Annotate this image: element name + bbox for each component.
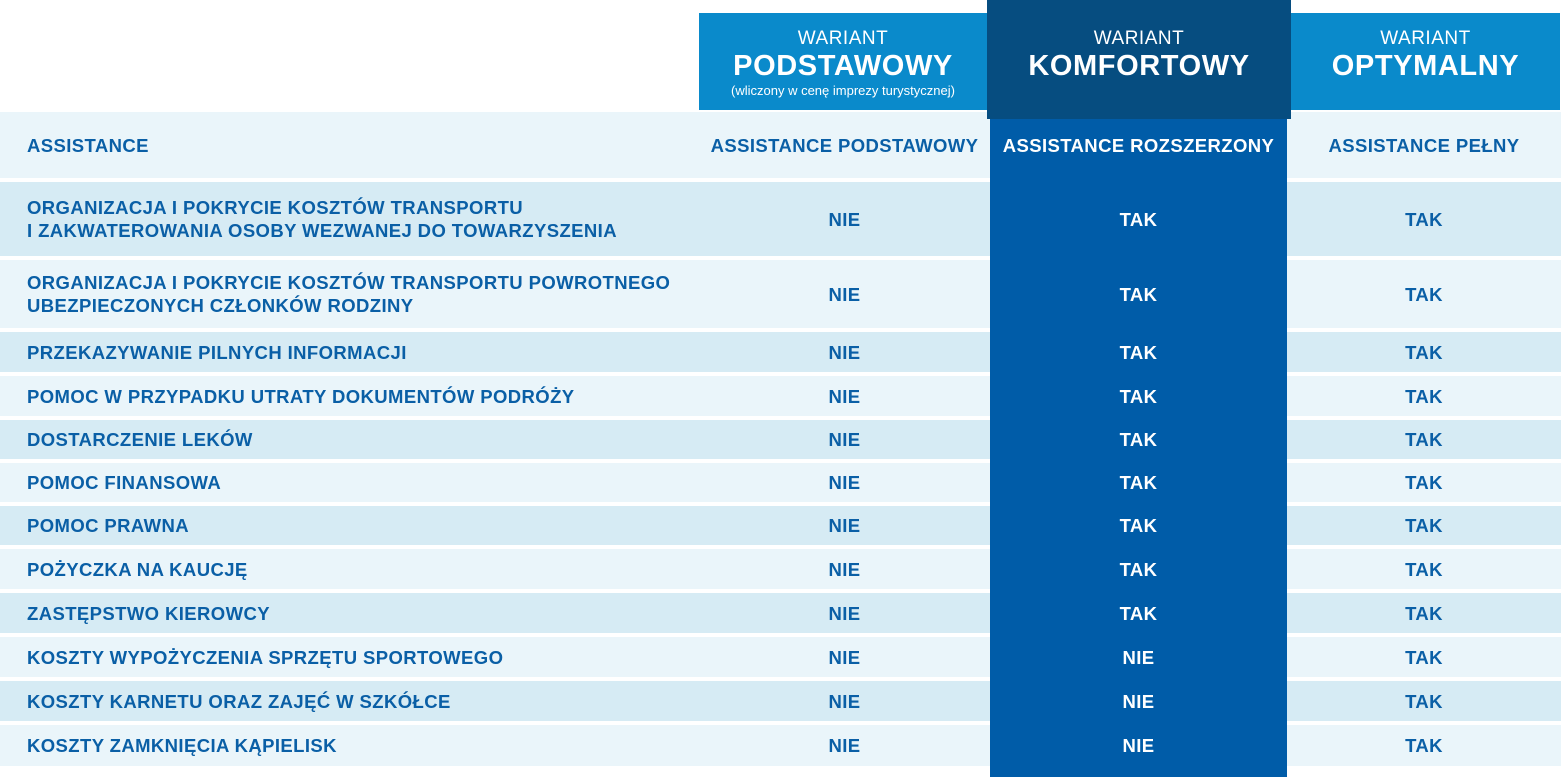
value-optymalny: TAK — [1405, 429, 1443, 450]
variant-note: (wliczony w cenę imprezy turystycznej) — [731, 83, 955, 98]
value-komfortowy: TAK — [1119, 558, 1158, 580]
value-podstawowy: NIE — [828, 341, 861, 363]
table-row: POMOC W PRZYPADKU UTRATY DOKUMENTÓW PODR… — [0, 376, 1561, 416]
row-label: KOSZTY WYPOŻYCZENIA SPRZĘTU SPORTOWEGO — [27, 646, 504, 668]
value-komfortowy: NIE — [1122, 735, 1155, 756]
variant-name: OPTYMALNY — [1331, 50, 1520, 82]
value-podstawowy: NIE — [828, 208, 861, 230]
value-komfortowy: TAK — [1119, 602, 1158, 624]
value-podstawowy: NIE — [828, 283, 861, 305]
table-row: ORGANIZACJA I POKRYCIE KOSZTÓW TRANSPORT… — [0, 182, 1561, 256]
value-optymalny: TAK — [1405, 690, 1443, 712]
value-komfortowy: TAK — [1119, 341, 1158, 363]
value-optymalny: TAK — [1405, 602, 1443, 624]
value-optymalny: TAK — [1405, 646, 1443, 668]
table-row: DOSTARCZENIE LEKÓW NIE TAK TAK — [0, 420, 1561, 459]
row-label: ORGANIZACJA I POKRYCIE KOSZTÓW TRANSPORT… — [27, 272, 671, 316]
value-optymalny: TAK — [1405, 735, 1443, 756]
table-row: ZASTĘPSTWO KIEROWCY NIE TAK TAK — [0, 593, 1561, 633]
variant-prefix: WARIANT — [1380, 28, 1471, 49]
variant-name: PODSTAWOWY — [733, 50, 953, 82]
value-optymalny: TAK — [1405, 341, 1443, 363]
value-podstawowy: NIE — [828, 472, 861, 493]
value-optymalny: TAK — [1405, 558, 1443, 580]
value-optymalny: TAK — [1405, 515, 1443, 536]
subheader-col-rozszerzony: ASSISTANCE ROZSZERZONY — [1002, 134, 1275, 156]
subheader-col-podstawowy: ASSISTANCE PODSTAWOWY — [710, 134, 979, 156]
value-podstawowy: NIE — [828, 429, 861, 450]
value-podstawowy: NIE — [828, 558, 861, 580]
row-label: POŻYCZKA NA KAUCJĘ — [27, 558, 248, 580]
value-podstawowy: NIE — [828, 646, 861, 668]
value-optymalny: TAK — [1405, 208, 1443, 230]
row-label: PRZEKAZYWANIE PILNYCH INFORMACJI — [27, 341, 407, 363]
variant-prefix: WARIANT — [797, 28, 889, 49]
value-podstawowy: NIE — [828, 735, 861, 756]
value-optymalny: TAK — [1405, 472, 1443, 493]
value-podstawowy: NIE — [828, 602, 861, 624]
row-label: DOSTARCZENIE LEKÓW — [27, 429, 253, 450]
value-komfortowy: TAK — [1119, 472, 1158, 493]
table-row: KOSZTY ZAMKNIĘCIA KĄPIELISK NIE NIE TAK — [0, 725, 1561, 766]
row-label: KOSZTY KARNETU ORAZ ZAJĘĆ W SZKÓŁCE — [27, 690, 451, 712]
value-komfortowy: NIE — [1122, 646, 1155, 668]
table-row: POMOC FINANSOWA NIE TAK TAK — [0, 463, 1561, 502]
value-podstawowy: NIE — [828, 385, 861, 407]
row-label: ORGANIZACJA I POKRYCIE KOSZTÓW TRANSPORT… — [27, 197, 617, 241]
variant-header-podstawowy: WARIANT PODSTAWOWY (wliczony w cenę impr… — [699, 13, 987, 110]
row-label: POMOC PRAWNA — [27, 515, 190, 536]
row-label: ZASTĘPSTWO KIEROWCY — [27, 602, 270, 624]
value-komfortowy: NIE — [1122, 690, 1155, 712]
value-optymalny: TAK — [1405, 283, 1443, 305]
value-komfortowy: TAK — [1119, 208, 1158, 230]
table-row: ORGANIZACJA I POKRYCIE KOSZTÓW TRANSPORT… — [0, 260, 1561, 328]
variant-header-optymalny: WARIANT OPTYMALNY — [1291, 13, 1560, 110]
variant-name: KOMFORTOWY — [1028, 50, 1250, 82]
row-label: POMOC W PRZYPADKU UTRATY DOKUMENTÓW PODR… — [27, 385, 575, 407]
table-row: KOSZTY WYPOŻYCZENIA SPRZĘTU SPORTOWEGO NI… — [0, 637, 1561, 677]
variant-prefix: WARIANT — [1093, 28, 1185, 49]
variant-header-komfortowy: WARIANT KOMFORTOWY — [987, 0, 1291, 119]
row-label: KOSZTY ZAMKNIĘCIA KĄPIELISK — [27, 735, 337, 756]
subheader-row: ASSISTANCE ASSISTANCE PODSTAWOWY ASSISTA… — [0, 112, 1561, 178]
value-komfortowy: TAK — [1119, 385, 1158, 407]
table-row: POŻYCZKA NA KAUCJĘ NIE TAK TAK — [0, 549, 1561, 589]
value-komfortowy: TAK — [1119, 283, 1158, 305]
row-label: POMOC FINANSOWA — [27, 472, 222, 493]
highlight-column — [990, 112, 1287, 777]
value-komfortowy: TAK — [1119, 429, 1158, 450]
value-podstawowy: NIE — [828, 690, 861, 712]
value-komfortowy: TAK — [1119, 515, 1158, 536]
value-podstawowy: NIE — [828, 515, 861, 536]
table-row: KOSZTY KARNETU ORAZ ZAJĘĆ W SZKÓŁCE NIE NI… — [0, 681, 1561, 721]
table-row: POMOC PRAWNA NIE TAK TAK — [0, 506, 1561, 545]
subheader-label: ASSISTANCE — [27, 134, 149, 156]
table-row: PRZEKAZYWANIE PILNYCH INFORMACJI NIE TAK TA… — [0, 332, 1561, 372]
value-optymalny: TAK — [1405, 385, 1443, 407]
subheader-col-pelny: ASSISTANCE PEŁNY — [1328, 134, 1520, 156]
